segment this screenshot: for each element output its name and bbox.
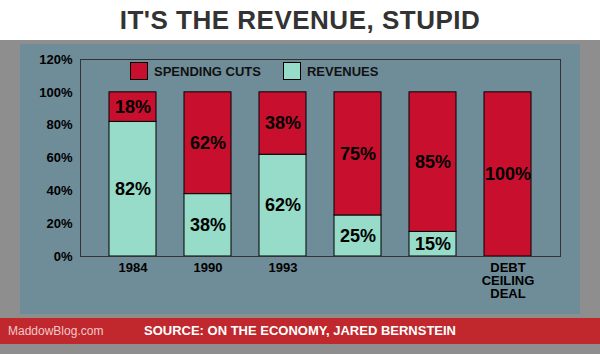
svg-text:1993: 1993: [269, 260, 298, 275]
html-text:REVENUES: REVENUES: [306, 63, 379, 79]
svg-text:40%: 40%: [46, 183, 72, 198]
svg-text:60%: 60%: [46, 150, 72, 165]
svg-text:62%: 62%: [190, 133, 226, 153]
svg-text:100%: 100%: [485, 164, 531, 184]
svg-text:85%: 85%: [415, 152, 451, 172]
svg-text:1990: 1990: [194, 260, 223, 275]
svg-text:15%: 15%: [415, 234, 451, 254]
svg-text:DEBTCEILINGDEAL: DEBTCEILINGDEAL: [482, 260, 535, 301]
svg-text:25%: 25%: [340, 226, 376, 246]
svg-text:120%: 120%: [39, 52, 73, 67]
html-text:IT'S THE REVENUE, STUPID: IT'S THE REVENUE, STUPID: [119, 5, 481, 35]
html-text:SOURCE: ON THE ECONOMY, JARED: SOURCE: ON THE ECONOMY, JARED BERNSTEIN: [144, 323, 456, 338]
svg-text:80%: 80%: [46, 117, 72, 132]
html-text:SPENDING CUTS: SPENDING CUTS: [154, 63, 261, 79]
html-text:MaddowBlog.com: MaddowBlog.com: [8, 324, 104, 338]
svg-text:100%: 100%: [39, 84, 73, 99]
svg-text:0%: 0%: [54, 249, 73, 264]
svg-text:75%: 75%: [340, 144, 376, 164]
svg-text:1984: 1984: [119, 260, 149, 275]
svg-text:38%: 38%: [265, 113, 301, 133]
svg-text:18%: 18%: [115, 97, 151, 117]
svg-text:82%: 82%: [115, 179, 151, 199]
svg-text:38%: 38%: [190, 215, 226, 235]
svg-text:20%: 20%: [46, 216, 72, 231]
svg-text:62%: 62%: [265, 195, 301, 215]
